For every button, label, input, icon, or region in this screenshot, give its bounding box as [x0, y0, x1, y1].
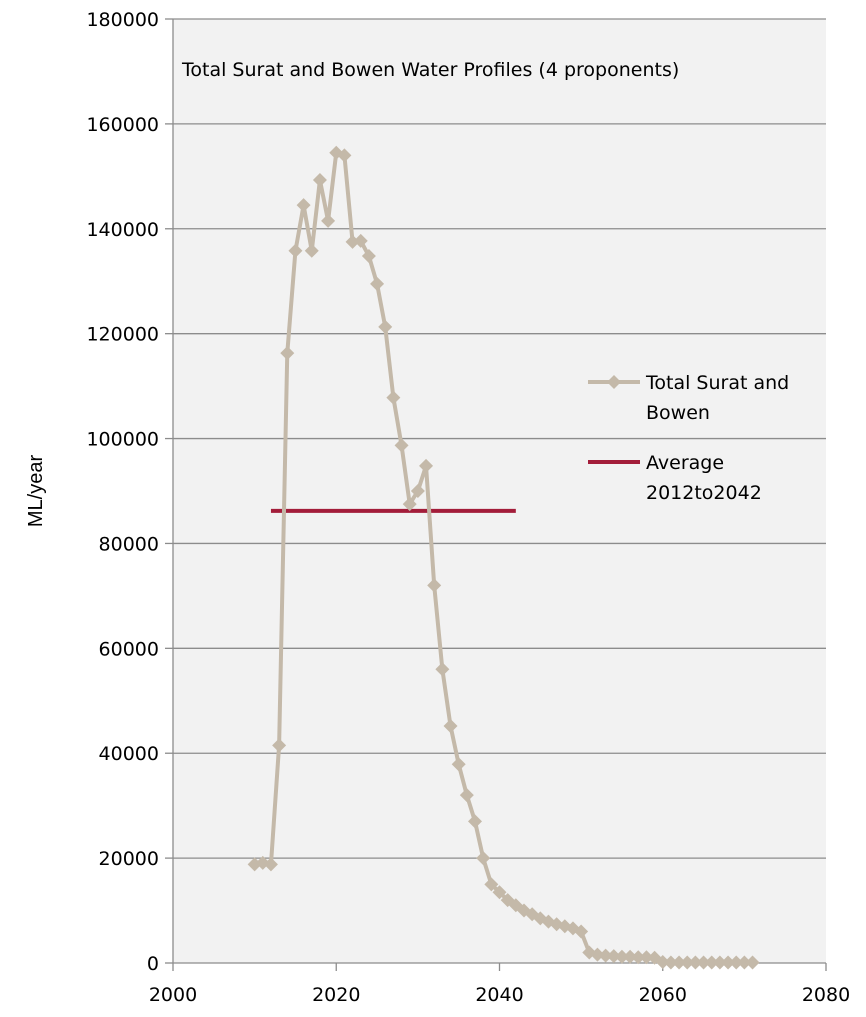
- data-point: [721, 955, 736, 970]
- legend-label-average: Average: [646, 452, 724, 474]
- data-point: [378, 319, 393, 334]
- data-point: [590, 947, 605, 962]
- data-point: [361, 249, 376, 264]
- data-point: [312, 173, 327, 188]
- data-point: [410, 484, 425, 498]
- x-tick-label: 2080: [802, 984, 850, 1006]
- data-point: [353, 233, 368, 248]
- data-point: [574, 924, 589, 939]
- series-layer: [247, 145, 760, 970]
- data-point: [737, 955, 752, 970]
- legend-label-average: 2012to2042: [646, 482, 762, 504]
- data-point: [704, 955, 719, 970]
- y-tick-label: 20000: [99, 848, 159, 870]
- y-tick-label: 120000: [86, 324, 159, 346]
- data-point: [468, 814, 483, 829]
- data-point: [680, 955, 695, 970]
- data-point: [345, 234, 360, 249]
- legend-label-total: Bowen: [646, 402, 710, 424]
- plot-area: [173, 19, 826, 963]
- tick-labels: 0 20000 40000 60000 80000 100000 120000 140000 1…: [86, 9, 850, 1006]
- data-point: [280, 346, 295, 361]
- data-point: [321, 213, 336, 228]
- y-tick-label: 180000: [86, 9, 159, 31]
- legend-label-total: Total Surat and: [645, 372, 789, 394]
- y-tick-label: 60000: [99, 638, 159, 660]
- data-point: [655, 954, 670, 969]
- data-point: [296, 198, 311, 213]
- legend: Total Surat and Bowen Average 2012to2042: [588, 372, 789, 504]
- data-point: [729, 955, 744, 970]
- data-point: [370, 276, 385, 291]
- x-tick-label: 2040: [475, 984, 523, 1006]
- chart-title: Total Surat and Bowen Water Profiles (4 …: [181, 59, 679, 81]
- legend-marker-total: [607, 375, 621, 389]
- data-point: [394, 438, 409, 453]
- y-axis-title: ML/year: [25, 455, 47, 528]
- data-point: [639, 950, 654, 965]
- data-point: [386, 390, 401, 405]
- data-point: [663, 955, 678, 970]
- data-point: [263, 857, 278, 872]
- data-point: [606, 949, 621, 964]
- data-point: [484, 877, 499, 892]
- data-point: [402, 497, 417, 512]
- y-tick-label: 0: [147, 953, 159, 975]
- data-point: [451, 757, 466, 772]
- data-point: [492, 885, 507, 900]
- data-point: [435, 662, 450, 677]
- data-point: [288, 243, 303, 258]
- data-point: [696, 955, 711, 970]
- y-tick-label: 80000: [99, 533, 159, 555]
- x-tick-label: 2000: [149, 984, 197, 1006]
- data-point: [712, 955, 727, 970]
- y-tick-label: 140000: [86, 219, 159, 241]
- x-tick-label: 2020: [312, 984, 360, 1006]
- y-tick-label: 160000: [86, 114, 159, 136]
- data-point: [419, 458, 434, 473]
- data-point: [304, 243, 319, 258]
- y-tick-label: 40000: [99, 743, 159, 765]
- x-tick-label: 2060: [639, 984, 687, 1006]
- y-tick-label: 100000: [86, 429, 159, 451]
- data-point: [672, 955, 687, 970]
- data-point: [745, 955, 760, 970]
- data-point: [443, 718, 458, 733]
- data-point: [623, 949, 638, 964]
- data-point: [476, 851, 491, 866]
- data-point: [272, 738, 287, 753]
- data-point: [688, 955, 703, 970]
- data-point: [598, 948, 613, 963]
- data-point: [427, 578, 442, 593]
- data-point: [337, 148, 352, 163]
- data-point: [631, 950, 646, 965]
- data-point: [459, 788, 474, 803]
- data-point: [614, 949, 629, 964]
